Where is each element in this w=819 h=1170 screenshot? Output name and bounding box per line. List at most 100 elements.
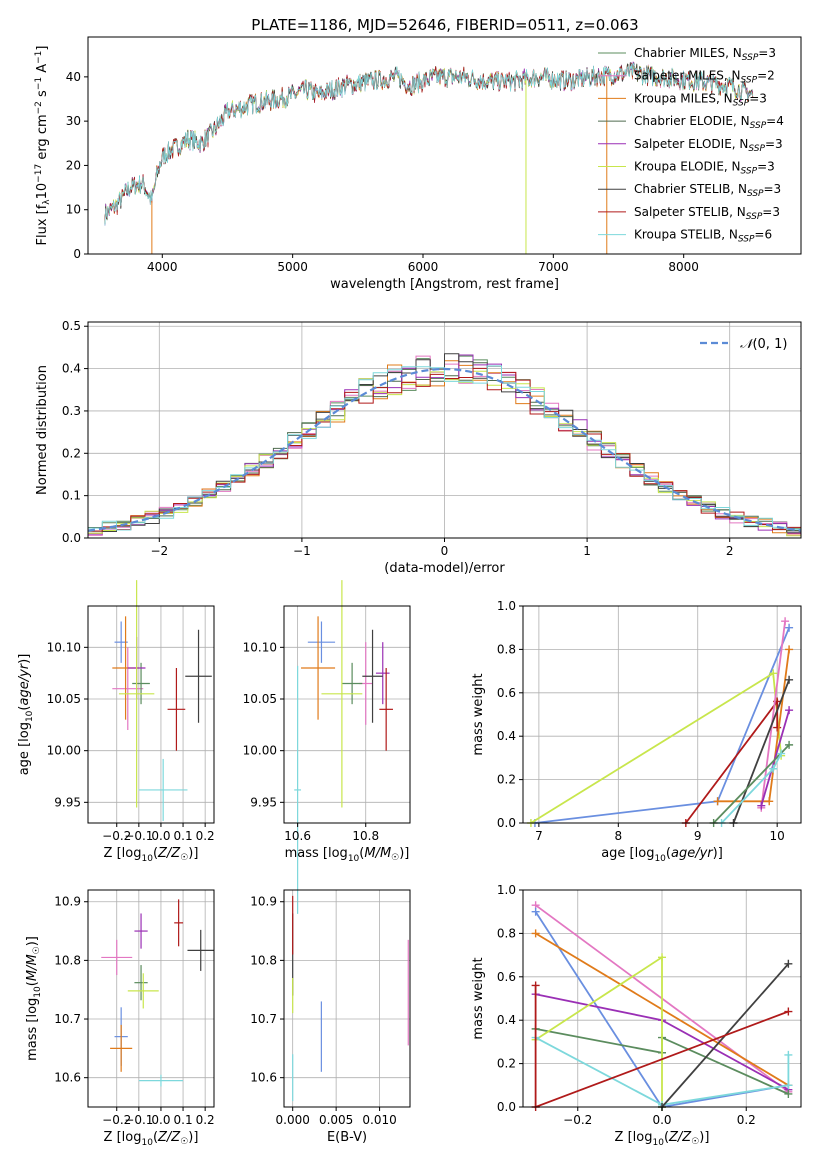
y-tick-label: 10.05 — [47, 692, 81, 706]
x-tick-label: 10 — [770, 829, 785, 843]
y-tick-label: 9.95 — [54, 795, 81, 809]
y-tick-label: 10.8 — [54, 953, 81, 967]
weight-marker — [785, 706, 794, 715]
weight-marker — [765, 797, 774, 806]
plot-area — [294, 580, 393, 914]
legend-entry: Salpeter STELIB, NSSP=3 — [634, 205, 780, 222]
panel-age-vs-Z: −0.2−0.10.0 0.1 0.2 9.95 10.00 10.05 10.10 Z [l… — [17, 580, 215, 864]
axes-frame — [87, 36, 802, 255]
y-tick-label: 9.95 — [250, 795, 277, 809]
axes: −0.2−0.10.0 0.1 0.2 10.6 10.7 10.8 10.9 Z [log1… — [25, 889, 215, 1148]
spectrum-y-label: Flux [fλ10−17 erg cm−2 s−1 A−1] — [34, 46, 52, 246]
weight-marker — [773, 723, 782, 732]
spectrum-legend: Chabrier MILES, NSSP=3 Salpeter MILES, NS… — [598, 46, 784, 245]
weight-marker — [785, 675, 794, 684]
x-tick-label: 6000 — [408, 260, 439, 274]
data-point — [362, 629, 383, 723]
weight-marker — [658, 953, 666, 962]
x-tick-label: 7 — [535, 829, 543, 843]
weight-marker — [784, 1050, 793, 1059]
legend-entry: Salpeter MILES, NSSP=2 — [634, 69, 775, 86]
histogram-series — [88, 365, 801, 531]
weight-series-line — [534, 627, 790, 824]
plot-area — [526, 617, 794, 827]
y-tick-label: 10.10 — [47, 640, 81, 654]
y-tick-label: 10.00 — [47, 744, 81, 758]
data-point — [379, 668, 393, 751]
x-tick-label: 0.2 — [737, 1113, 756, 1127]
data-point — [174, 899, 184, 947]
x-axis-label: (data-model)/error — [384, 561, 505, 576]
panel-mass-vs-Z: −0.2−0.10.0 0.1 0.2 10.6 10.7 10.8 10.9 Z [log1… — [25, 889, 215, 1148]
y-tick-label: 10.7 — [54, 1012, 81, 1026]
data-point — [118, 580, 155, 808]
axes-frame — [283, 889, 411, 1108]
panel-spectrum: 4000 5000 6000 7000 8000 0 10 20 30 40 wavelength … — [66, 36, 802, 292]
x-axis-label: mass [log10(M/M☉)] — [285, 846, 410, 864]
panel-weight-vs-age: 7 8 9 10 0.0 0.2 0.4 0.6 0.8 1.0 age [log10(age/yr… — [471, 599, 802, 864]
legend-entry: Chabrier STELIB, NSSP=3 — [634, 182, 781, 199]
x-tick-label: 0.010 — [362, 1113, 396, 1127]
weight-marker — [784, 1089, 793, 1098]
y-axis-label: age [log10(age/yr)] — [17, 654, 35, 776]
x-tick-label: 10.6 — [284, 829, 311, 843]
spectrum-model-line — [104, 62, 754, 226]
x-axis-label: Z [log10(Z/Z☉)] — [104, 846, 199, 864]
y-axis-label: mass weight — [471, 673, 486, 755]
x-tick-label: −0.2 — [102, 1113, 131, 1127]
x-tick-label: 4000 — [147, 260, 178, 274]
weight-marker — [769, 669, 778, 678]
x-tick-label: 9 — [694, 829, 702, 843]
y-axis-label: mass weight — [471, 957, 486, 1039]
axes: −0.2 0.0 0.2 0.0 0.2 0.4 0.6 0.8 1.0 Z [log10(Z/Z… — [471, 883, 802, 1148]
x-axis-label: Z [log10(Z/Z☉)] — [104, 1130, 199, 1148]
data-point — [167, 668, 186, 751]
weight-marker — [769, 764, 778, 773]
y-tick-label: 10.05 — [243, 692, 277, 706]
axes-frame — [87, 889, 215, 1108]
normal-curve — [87, 367, 802, 532]
x-axis-label: age [log10(age/yr)] — [601, 846, 723, 864]
y-tick-label: 0.4 — [497, 729, 516, 743]
x-tick-label: −1 — [293, 544, 311, 558]
legend-entry: Kroupa MILES, NSSP=3 — [634, 91, 767, 108]
y-tick-label: 0.6 — [497, 970, 516, 984]
x-tick-label: −0.1 — [124, 829, 153, 843]
x-tick-label: 0.1 — [174, 1113, 193, 1127]
y-tick-label: 10.9 — [54, 895, 81, 909]
weight-marker — [785, 740, 794, 749]
axes-frame — [522, 605, 802, 824]
weight-marker — [785, 623, 794, 632]
legend-entry: Kroupa ELODIE, NSSP=3 — [634, 160, 775, 177]
axes: 7 8 9 10 0.0 0.2 0.4 0.6 0.8 1.0 age [log10(age/yr… — [471, 599, 802, 864]
data-point — [375, 642, 390, 705]
plot-area — [104, 61, 754, 254]
y-tick-label: 10.6 — [54, 1071, 81, 1085]
weight-marker — [784, 959, 793, 968]
y-tick-label: 10.7 — [250, 1012, 277, 1026]
plot-area — [292, 895, 409, 1102]
plot-area — [101, 899, 214, 1087]
data-point — [110, 1024, 133, 1072]
x-tick-label: 10.8 — [352, 829, 379, 843]
weight-marker — [713, 797, 722, 806]
y-tick-label: 20 — [66, 158, 81, 172]
data-point — [307, 621, 336, 663]
y-tick-label: 0.2 — [497, 773, 516, 787]
y-tick-label: 0.2 — [62, 446, 81, 460]
weight-marker — [781, 617, 790, 626]
plot-area — [531, 901, 793, 1111]
panel-weight-vs-Z: −0.2 0.0 0.2 0.0 0.2 0.4 0.6 0.8 1.0 Z [log10(Z/Z… — [471, 883, 802, 1148]
axes: 4000 5000 6000 7000 8000 0 10 20 30 40 wavelength … — [66, 36, 802, 292]
data-point — [132, 662, 150, 705]
y-tick-label: 10.10 — [243, 640, 277, 654]
data-point — [185, 629, 212, 723]
legend-entry: Salpeter ELODIE, NSSP=3 — [634, 137, 783, 154]
y-tick-label: 0.4 — [62, 362, 81, 376]
data-point — [341, 662, 363, 705]
y-tick-label: 0.3 — [62, 404, 81, 418]
x-tick-label: 0.0 — [151, 829, 170, 843]
x-axis-label: wavelength [Angstrom, rest frame] — [330, 277, 559, 292]
x-axis-label: E(B-V) — [327, 1130, 367, 1145]
